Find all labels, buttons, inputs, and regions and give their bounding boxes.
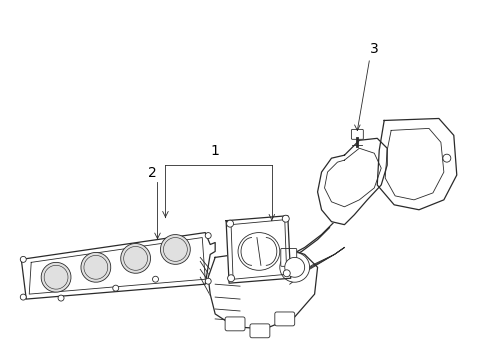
Ellipse shape <box>121 243 150 273</box>
Ellipse shape <box>123 247 147 270</box>
Polygon shape <box>225 216 290 283</box>
Ellipse shape <box>238 233 279 270</box>
Circle shape <box>205 233 211 239</box>
Text: 3: 3 <box>369 42 378 56</box>
Text: 1: 1 <box>210 144 219 158</box>
Polygon shape <box>376 118 456 210</box>
Ellipse shape <box>44 265 68 289</box>
FancyBboxPatch shape <box>351 129 363 139</box>
Circle shape <box>284 257 304 277</box>
Circle shape <box>279 252 309 282</box>
Circle shape <box>442 154 450 162</box>
Text: 2: 2 <box>148 166 157 180</box>
Polygon shape <box>317 138 386 225</box>
Circle shape <box>152 276 158 282</box>
Circle shape <box>283 270 290 277</box>
Circle shape <box>282 215 289 222</box>
Polygon shape <box>21 233 215 299</box>
Circle shape <box>20 294 26 300</box>
FancyBboxPatch shape <box>249 324 269 338</box>
Ellipse shape <box>160 235 190 264</box>
Ellipse shape <box>84 255 107 279</box>
Circle shape <box>20 256 26 262</box>
Circle shape <box>227 275 234 282</box>
Polygon shape <box>208 247 317 329</box>
Ellipse shape <box>41 262 71 292</box>
Circle shape <box>113 285 119 291</box>
FancyBboxPatch shape <box>280 248 296 266</box>
Circle shape <box>226 220 233 227</box>
Ellipse shape <box>81 252 111 282</box>
FancyBboxPatch shape <box>224 317 244 331</box>
Circle shape <box>205 278 211 284</box>
Circle shape <box>58 295 64 301</box>
Ellipse shape <box>163 238 187 261</box>
FancyBboxPatch shape <box>274 312 294 326</box>
